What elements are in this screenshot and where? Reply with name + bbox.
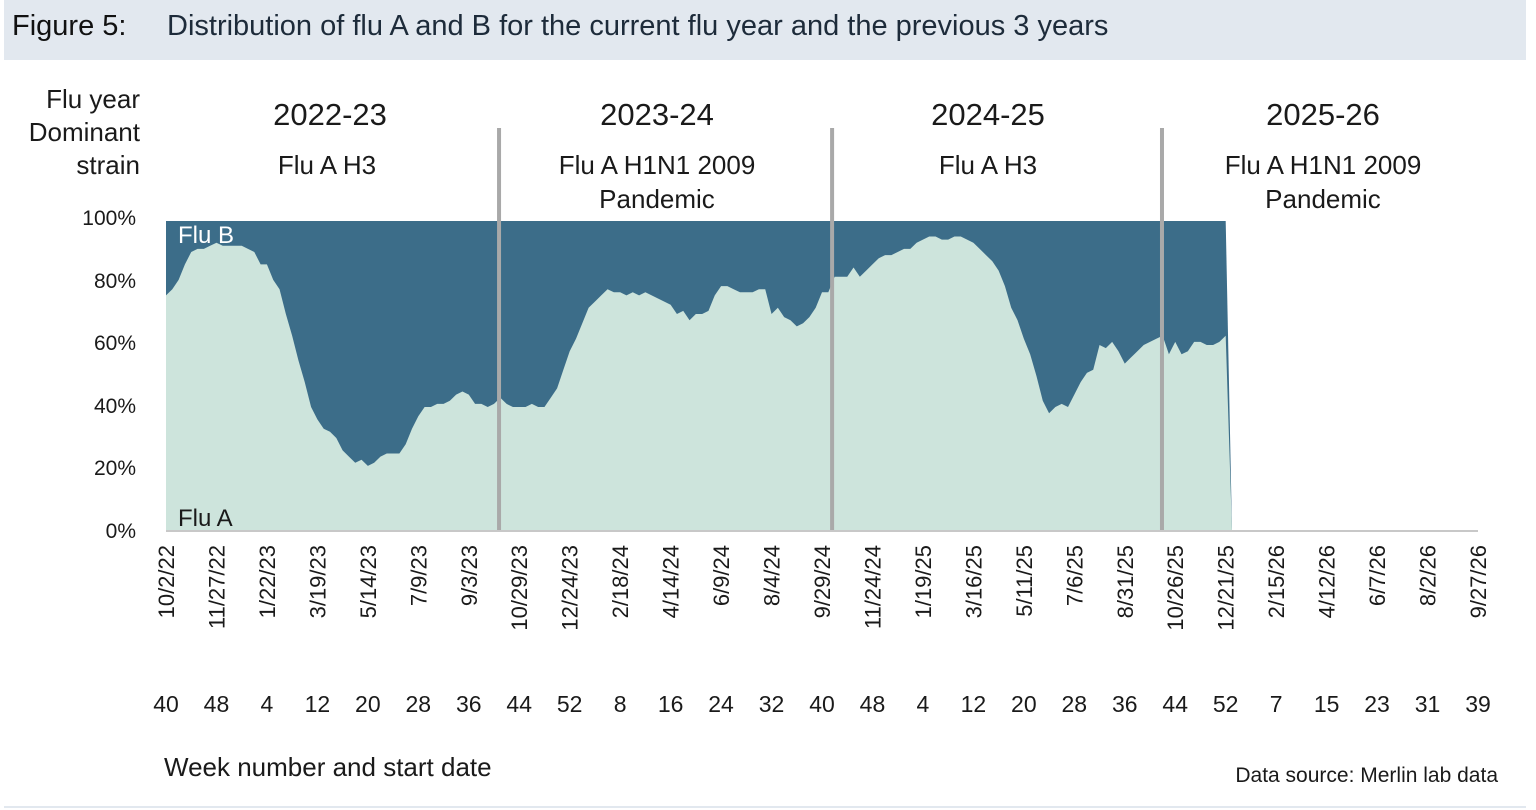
x-week-tick-label: 16 xyxy=(658,691,684,717)
x-date-tick-label: 8/4/24 xyxy=(760,545,785,606)
x-week-tick-label: 20 xyxy=(1011,691,1037,717)
x-week-tick-label: 36 xyxy=(456,691,482,717)
x-date-tick-label: 5/11/25 xyxy=(1012,545,1037,617)
x-week-tick-label: 40 xyxy=(153,691,179,717)
x-date-tick-label: 11/24/24 xyxy=(860,545,885,629)
axis-labels: Flu B Flu A 10/2/22 11/27/22 1/22/23 3/19/23 5… xyxy=(153,222,1491,717)
x-date-tick-label: 1/19/25 xyxy=(911,545,936,618)
x-week-tick-label: 48 xyxy=(860,691,886,717)
strain-line2: Pandemic xyxy=(599,184,715,214)
x-week-tick-label: 36 xyxy=(1112,691,1138,717)
flu-a-area xyxy=(166,236,1232,531)
x-date-tick-label: 7/6/25 xyxy=(1062,545,1087,606)
x-date-tick-label: 9/3/23 xyxy=(457,545,482,606)
x-date-tick-label: 2/15/26 xyxy=(1264,545,1289,618)
x-week-tick-label: 24 xyxy=(708,691,734,717)
x-week-tick-label: 48 xyxy=(204,691,230,717)
strain-label-2025-26: Flu A H1N1 2009 Pandemic xyxy=(1225,148,1422,216)
flu-a-label: Flu A xyxy=(178,505,233,532)
x-week-tick-label: 12 xyxy=(305,691,331,717)
strain-line2: Pandemic xyxy=(1265,184,1381,214)
strain-label-2022-23: Flu A H3 xyxy=(278,148,376,182)
strain-line1: Flu A H1N1 2009 xyxy=(558,150,756,180)
strain-line1: Flu A H3 xyxy=(938,150,1038,180)
figure-title: Distribution of flu A and B for the curr… xyxy=(167,10,1109,42)
x-date-tick-label: 4/14/24 xyxy=(659,545,684,618)
x-week-tick-label: 44 xyxy=(1162,691,1188,717)
x-date-tick-label: 10/26/25 xyxy=(1163,545,1188,631)
strain-line1: Flu A H1N1 2009 xyxy=(1224,150,1422,180)
x-week-tick-label: 52 xyxy=(557,691,583,717)
figure-header: Figure 5: Distribution of flu A and B fo… xyxy=(4,0,1526,60)
x-date-tick-label: 10/29/23 xyxy=(507,545,532,631)
x-date-tick-label: 4/12/26 xyxy=(1315,545,1340,618)
strain-line1: Flu A H3 xyxy=(277,150,377,180)
x-date-tick-label: 12/21/25 xyxy=(1214,545,1239,631)
year-label-2025-26: 2025-26 xyxy=(1266,97,1380,132)
y-tick-label: 100% xyxy=(82,207,136,230)
y-tick-label: 20% xyxy=(93,457,136,480)
x-date-tick-label: 8/2/26 xyxy=(1416,545,1441,606)
x-date-tick-label: 5/14/23 xyxy=(356,545,381,618)
x-date-tick-label: 2/18/24 xyxy=(608,545,633,618)
x-week-tick-label: 7 xyxy=(1270,691,1283,717)
x-date-tick-label: 6/7/26 xyxy=(1365,545,1390,606)
x-week-tick-label: 31 xyxy=(1415,691,1441,717)
side-label-flu-year: Flu year xyxy=(46,84,140,114)
x-date-tick-label: 1/22/23 xyxy=(255,545,280,618)
y-tick-label: 80% xyxy=(93,270,136,293)
x-week-tick-label: 52 xyxy=(1213,691,1239,717)
x-week-tick-label: 12 xyxy=(961,691,987,717)
x-date-tick-label: 12/24/23 xyxy=(558,545,583,631)
x-week-tick-label: 32 xyxy=(759,691,785,717)
x-week-tick-label: 4 xyxy=(261,691,274,717)
strain-label-2023-24: Flu A H1N1 2009 Pandemic xyxy=(559,148,756,216)
x-week-tick-label: 20 xyxy=(355,691,381,717)
x-date-tick-label: 7/9/23 xyxy=(406,545,431,606)
plot-area xyxy=(166,128,1478,532)
x-date-tick-label: 10/2/22 xyxy=(154,545,179,618)
year-label-2022-23: 2022-23 xyxy=(273,97,387,132)
figure-number: Figure 5: xyxy=(12,10,127,42)
flu-b-label: Flu B xyxy=(178,222,234,249)
x-date-tick-label: 8/31/25 xyxy=(1113,545,1138,618)
year-label-2023-24: 2023-24 xyxy=(600,97,714,132)
x-date-tick-label: 9/27/26 xyxy=(1466,545,1491,618)
bottom-rule xyxy=(4,806,1526,808)
x-date-tick-label: 3/16/25 xyxy=(961,545,986,618)
x-week-tick-label: 28 xyxy=(406,691,432,717)
x-week-tick-label: 39 xyxy=(1465,691,1491,717)
y-tick-label: 60% xyxy=(93,332,136,355)
x-date-tick-label: 9/29/24 xyxy=(810,545,835,618)
y-tick-label: 0% xyxy=(105,520,136,543)
y-tick-label: 40% xyxy=(93,395,136,418)
x-date-tick-label: 6/9/24 xyxy=(709,545,734,606)
strain-label-2024-25: Flu A H3 xyxy=(939,148,1037,182)
x-axis-label: Week number and start date xyxy=(164,752,492,782)
x-date-tick-label: 11/27/22 xyxy=(204,545,229,629)
x-week-tick-label: 28 xyxy=(1062,691,1088,717)
x-date-tick-label: 3/19/23 xyxy=(305,545,330,618)
x-week-tick-label: 23 xyxy=(1364,691,1390,717)
side-label-strain: strain xyxy=(76,150,140,180)
year-label-2024-25: 2024-25 xyxy=(931,97,1045,132)
x-week-tick-label: 8 xyxy=(614,691,627,717)
side-label-dominant: Dominant xyxy=(28,117,140,147)
x-week-tick-label: 44 xyxy=(506,691,532,717)
x-week-tick-label: 15 xyxy=(1314,691,1340,717)
x-week-tick-label: 40 xyxy=(809,691,835,717)
data-source: Data source: Merlin lab data xyxy=(1235,764,1498,787)
x-week-tick-label: 4 xyxy=(917,691,930,717)
